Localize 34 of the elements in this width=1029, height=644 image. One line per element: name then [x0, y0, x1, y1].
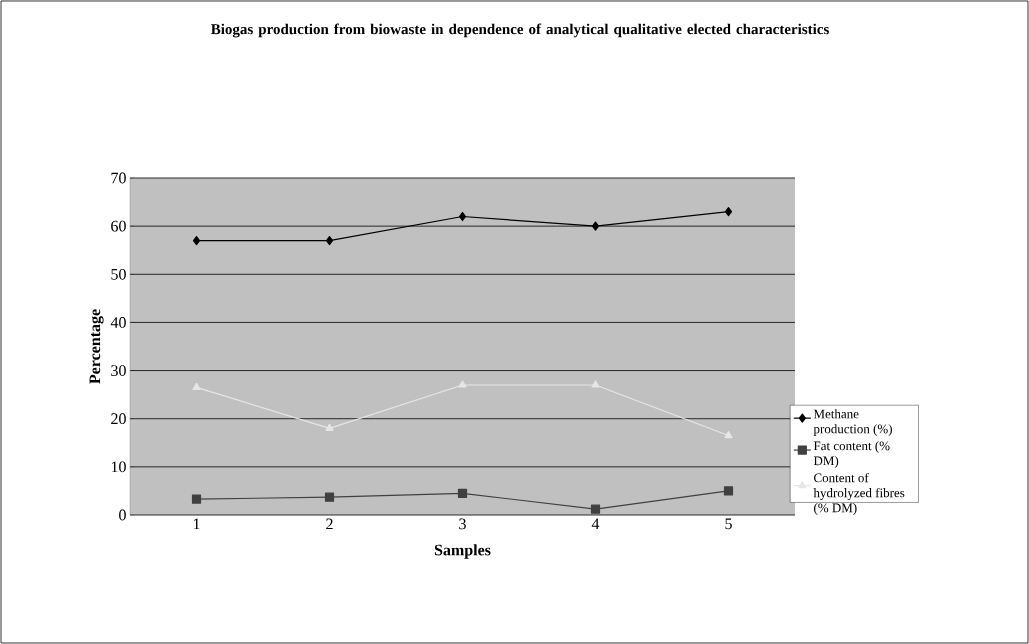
point	[192, 235, 201, 246]
chart-title: Biogas production from biowaste in dependence of analytical qualitative elected characteristics	[210, 23, 829, 38]
point	[325, 235, 334, 246]
point	[590, 504, 601, 514]
x-tick-label: 2	[326, 518, 333, 530]
y-tick-label: 40	[110, 317, 126, 328]
point	[591, 221, 600, 231]
point	[325, 423, 334, 431]
point	[724, 207, 733, 217]
y-tick-label: 50	[111, 268, 126, 280]
point	[458, 211, 467, 222]
x-axis-title: Samples	[434, 544, 491, 559]
y-tick-label: 20	[111, 413, 126, 425]
point	[724, 430, 733, 439]
point	[723, 486, 734, 496]
y-tick-label: 60	[111, 220, 126, 232]
x-tick-label: 4	[591, 518, 600, 530]
point	[191, 494, 202, 504]
y-tick-label: 70	[111, 172, 126, 184]
legend-label: Methane production (%)	[813, 409, 892, 436]
x-tick-label: 3	[459, 518, 466, 530]
legend-label: Content of hydrolyzed fibres (% DM)	[813, 472, 905, 515]
x-tick-label: 5	[725, 518, 732, 530]
point	[192, 382, 201, 391]
y-tick-label: 0	[119, 509, 126, 521]
point	[458, 380, 467, 388]
y-tick-label: 10	[111, 461, 126, 473]
point	[324, 492, 335, 502]
y-tick-label: 30	[111, 365, 126, 376]
x-tick-label: 1	[193, 518, 200, 530]
point	[591, 380, 600, 388]
y-axis-title: Percentage	[89, 309, 104, 384]
point	[457, 488, 468, 498]
legend-label: Fat content (% DM)	[813, 441, 890, 468]
